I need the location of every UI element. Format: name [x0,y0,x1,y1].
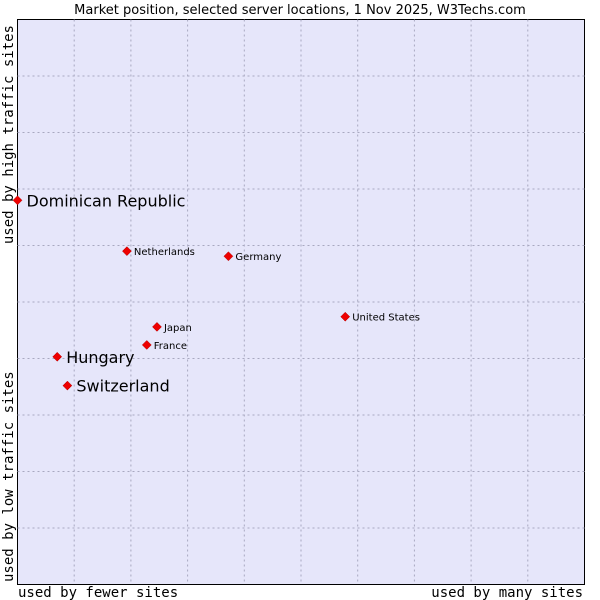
data-point-germany [223,251,234,262]
y-axis-label-bottom: used by low traffic sites [1,371,17,582]
point-group-switzerland: Switzerland [62,377,170,396]
point-group-dominican-republic: Dominican Republic [12,191,186,210]
data-point-france [141,340,152,350]
point-group-japan: Japan [152,322,192,334]
data-point-united-states [340,311,351,322]
point-label-france: France [154,341,187,352]
point-group-netherlands: Netherlands [122,246,195,258]
chart-title: Market position, selected server locatio… [74,3,526,18]
point-label-japan: Japan [163,323,192,334]
data-points: Dominican Republic Netherlands Germany Unit… [12,191,420,396]
point-label-netherlands: Netherlands [134,247,195,258]
point-group-france: France [141,340,187,352]
x-axis-label-left: used by fewer sites [18,585,178,600]
data-point-hungary [52,351,63,362]
point-label-dominican-republic: Dominican Republic [27,191,186,210]
point-group-germany: Germany [223,251,281,263]
point-label-hungary: Hungary [66,348,134,367]
data-point-netherlands [122,246,132,257]
data-point-dominican-republic [12,195,23,206]
point-label-germany: Germany [235,252,281,263]
x-axis-label-right: used by many sites [431,585,583,600]
y-axis-label-top: used by high traffic sites [1,25,17,244]
point-group-united-states: United States [340,311,420,324]
point-label-switzerland: Switzerland [76,377,169,396]
point-group-hungary: Hungary [52,348,135,367]
point-label-united-states: United States [352,313,420,324]
grid-lines [17,19,585,585]
data-point-switzerland [62,380,73,391]
data-point-japan [152,322,162,332]
